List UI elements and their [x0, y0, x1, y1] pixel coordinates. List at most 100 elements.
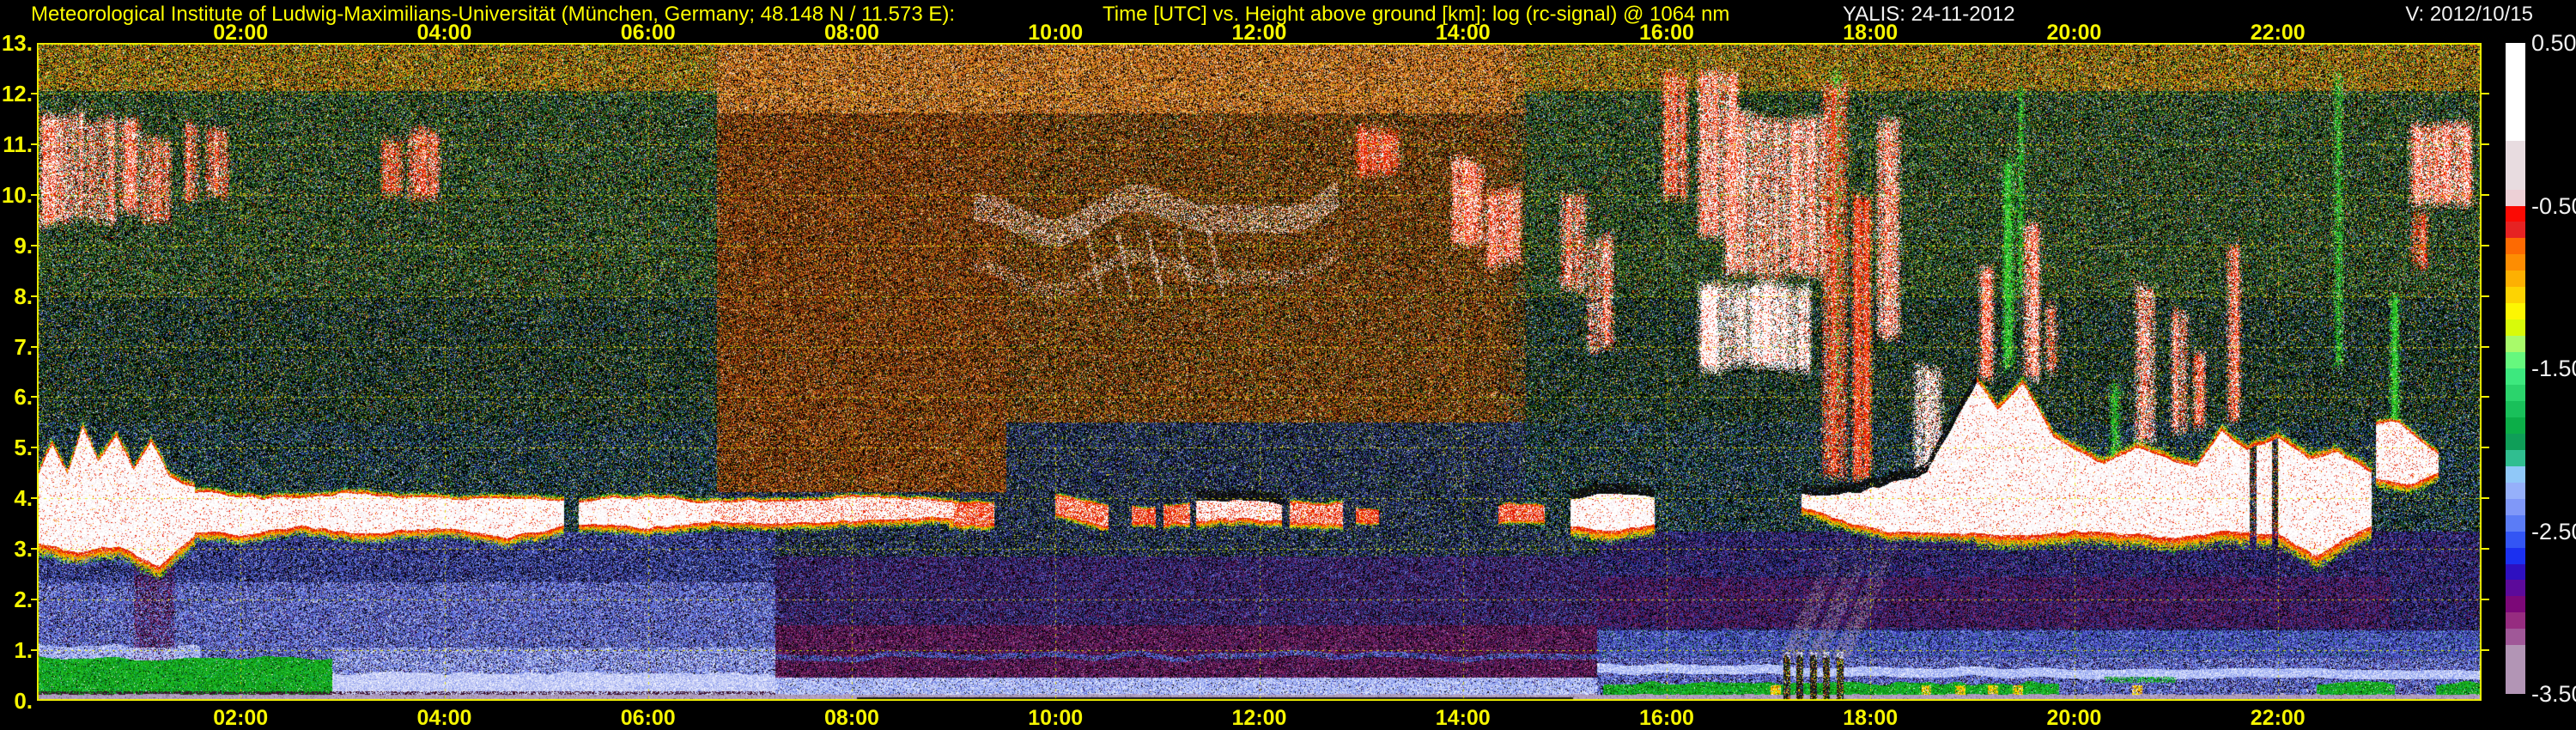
- x-axis-tick-bottom: 06:00: [620, 706, 676, 730]
- colorbar-step: [2506, 140, 2525, 157]
- colorbar-step: [2506, 596, 2525, 613]
- y-axis-tick: 12.: [1, 80, 33, 106]
- y-tick-mark-left: [31, 193, 37, 196]
- colorbar-step: [2506, 400, 2525, 417]
- colorbar-step: [2506, 58, 2525, 76]
- y-tick-mark-left: [31, 396, 37, 398]
- y-axis-tick: 9.: [14, 232, 33, 259]
- y-tick-mark-left: [31, 599, 37, 601]
- colorbar-step: [2506, 612, 2525, 630]
- y-axis-tick: 3.: [14, 536, 33, 563]
- plot-title: Time [UTC] vs. Height above ground [km]:…: [1103, 3, 1730, 26]
- colorbar-step: [2506, 205, 2525, 222]
- institute-title: Meteorological Institute of Ludwig-Maxim…: [31, 3, 956, 26]
- colorbar-label: -1.50: [2531, 356, 2576, 381]
- x-axis-tick-top: 18:00: [1843, 21, 1899, 45]
- colorbar-step: [2506, 661, 2525, 678]
- colorbar-step: [2506, 580, 2525, 597]
- y-axis-tick: 6.: [14, 384, 33, 411]
- colorbar-step: [2506, 417, 2525, 434]
- x-axis-tick-top: 04:00: [416, 21, 472, 45]
- y-tick-mark-left: [31, 295, 37, 297]
- colorbar-step: [2506, 514, 2525, 532]
- colorbar-step: [2506, 271, 2525, 288]
- colorbar-step: [2506, 368, 2525, 386]
- y-tick-mark-right: [2482, 599, 2489, 601]
- colorbar-step: [2506, 222, 2525, 239]
- y-tick-mark-right: [2482, 244, 2489, 246]
- x-axis-tick-bottom: 02:00: [213, 706, 269, 730]
- x-axis-tick-top: 10:00: [1028, 21, 1084, 45]
- colorbar-step: [2506, 629, 2525, 646]
- colorbar-step: [2506, 189, 2525, 206]
- station-date: YALIS: 24-11-2012: [1843, 3, 2015, 26]
- colorbar-step: [2506, 385, 2525, 401]
- y-axis-tick: 13.: [1, 30, 33, 56]
- x-axis-tick-bottom: 16:00: [1639, 706, 1694, 730]
- colorbar-step: [2506, 482, 2525, 499]
- y-tick-mark-right: [2482, 143, 2489, 145]
- y-axis-tick: 4.: [14, 485, 33, 512]
- colorbar-step: [2506, 563, 2525, 581]
- x-axis-tick-top: 02:00: [213, 21, 269, 45]
- colorbar-step: [2506, 547, 2525, 564]
- colorbar-step: [2506, 678, 2525, 695]
- colorbar-step: [2506, 287, 2525, 304]
- y-axis-tick: 11.: [3, 131, 33, 157]
- colorbar-step: [2506, 336, 2525, 353]
- y-tick-mark-right: [2482, 649, 2489, 652]
- colorbar-step: [2506, 433, 2525, 450]
- y-tick-mark-left: [31, 447, 37, 449]
- x-axis-tick-top: 12:00: [1231, 21, 1287, 45]
- y-axis-tick: 7.: [14, 333, 33, 360]
- y-axis-tick: 2.: [14, 587, 33, 613]
- x-axis-tick-bottom: 08:00: [824, 706, 879, 730]
- colorbar-step: [2506, 254, 2525, 271]
- y-tick-mark-right: [2482, 345, 2489, 348]
- colorbar-label: -0.50: [2531, 192, 2576, 219]
- x-axis-tick-top: 22:00: [2250, 21, 2306, 45]
- x-axis-tick-top: 20:00: [2046, 21, 2102, 45]
- y-axis-tick: 10.: [1, 181, 33, 208]
- colorbar-step: [2506, 303, 2525, 320]
- y-tick-mark-left: [31, 497, 37, 500]
- y-tick-mark-right: [2482, 92, 2489, 94]
- heatmap-canvas: [37, 43, 2482, 701]
- colorbar-step: [2506, 43, 2525, 59]
- colorbar-label: -3.50: [2531, 681, 2576, 707]
- colorbar-step: [2506, 107, 2525, 125]
- y-tick-mark-right: [2482, 447, 2489, 449]
- colorbar-label: 0.50: [2531, 30, 2576, 56]
- colorbar: [2506, 43, 2525, 695]
- y-tick-mark-left: [31, 345, 37, 348]
- colorbar-step: [2506, 91, 2525, 108]
- y-tick-mark-right: [2482, 548, 2489, 551]
- x-axis-tick-bottom: 04:00: [416, 706, 472, 730]
- y-tick-mark-right: [2482, 497, 2489, 500]
- colorbar-step: [2506, 352, 2525, 369]
- colorbar-step: [2506, 531, 2525, 548]
- x-axis-tick-bottom: 20:00: [2046, 706, 2102, 730]
- x-axis-tick-top: 16:00: [1639, 21, 1694, 45]
- colorbar-label: -2.50: [2531, 518, 2576, 544]
- x-axis-tick-top: 06:00: [620, 21, 676, 45]
- x-axis-tick-bottom: 12:00: [1231, 706, 1287, 730]
- x-axis-tick-bottom: 18:00: [1843, 706, 1899, 730]
- colorbar-step: [2506, 75, 2525, 92]
- colorbar-step: [2506, 449, 2525, 466]
- x-axis-tick-top: 14:00: [1435, 21, 1491, 45]
- colorbar-step: [2506, 319, 2525, 337]
- y-tick-mark-right: [2482, 295, 2489, 297]
- y-tick-mark-right: [2482, 396, 2489, 398]
- colorbar-step: [2506, 124, 2525, 141]
- x-axis-tick-bottom: 14:00: [1435, 706, 1491, 730]
- y-tick-mark-left: [31, 143, 37, 145]
- colorbar-step: [2506, 465, 2525, 483]
- y-axis-tick: 5.: [14, 435, 33, 461]
- y-axis-tick: 8.: [14, 283, 33, 309]
- y-tick-mark-right: [2482, 193, 2489, 196]
- x-axis-tick-top: 08:00: [824, 21, 879, 45]
- version-label: V: 2012/10/15: [2405, 3, 2533, 26]
- colorbar-step: [2506, 645, 2525, 662]
